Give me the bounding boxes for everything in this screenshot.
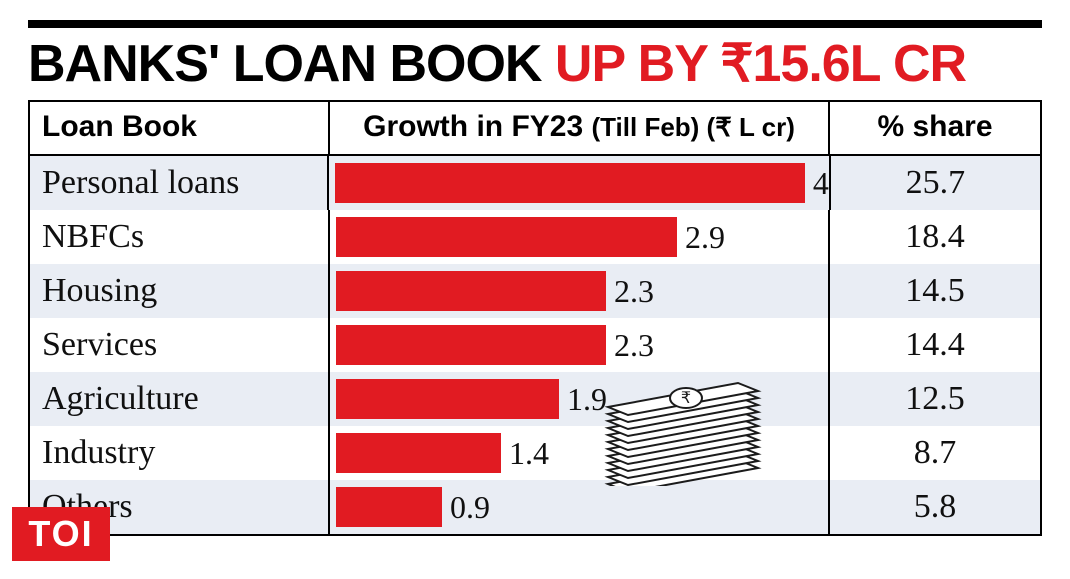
bar-value: 1.9 bbox=[567, 379, 607, 419]
header-growth-main: Growth in FY23 bbox=[363, 110, 591, 143]
bar bbox=[335, 163, 805, 203]
header-growth: Growth in FY23 (Till Feb) (₹ L cr) bbox=[330, 102, 830, 154]
table-row: Housing 2.3 14.5 bbox=[30, 264, 1040, 318]
headline-accent: UP BY ₹15.6L CR bbox=[555, 35, 966, 93]
bar bbox=[336, 271, 606, 311]
row-bar-cell: 2.3 bbox=[330, 318, 830, 372]
bar bbox=[336, 379, 559, 419]
row-label: NBFCs bbox=[30, 210, 330, 264]
bar bbox=[336, 433, 501, 473]
top-rule bbox=[28, 20, 1042, 28]
row-bar-cell: 0.9 bbox=[330, 480, 830, 534]
table-row: NBFCs 2.9 18.4 bbox=[30, 210, 1040, 264]
toi-badge: TOI bbox=[12, 507, 110, 561]
bar-value: 0.9 bbox=[450, 487, 490, 527]
table-row: Others0.95.8 bbox=[30, 480, 1040, 534]
row-share: 14.5 bbox=[830, 264, 1040, 318]
table-row: Services 2.3 14.4 bbox=[30, 318, 1040, 372]
infographic-card: BANKS' LOAN BOOK UP BY ₹15.6L CR Loan Bo… bbox=[0, 0, 1070, 579]
row-share: 5.8 bbox=[830, 480, 1040, 534]
headline-lead: BANKS' LOAN BOOK bbox=[28, 35, 555, 93]
row-label: Personal loans bbox=[30, 156, 329, 210]
loan-book-table: Loan Book Growth in FY23 (Till Feb) (₹ L… bbox=[28, 100, 1042, 536]
table-row: Personal loans 425.7 bbox=[30, 156, 1040, 210]
row-bar-cell: 2.9 bbox=[330, 210, 830, 264]
table-row: Industry 1.4 8.7 bbox=[30, 426, 1040, 480]
table-body: Personal loans 425.7 NBFCs 2.9 18.4 Housing 2.… bbox=[30, 156, 1040, 534]
bar-value: 1.4 bbox=[509, 433, 549, 473]
header-growth-sub: (Till Feb) (₹ L cr) bbox=[591, 112, 794, 142]
headline: BANKS' LOAN BOOK UP BY ₹15.6L CR bbox=[28, 34, 1042, 100]
bar bbox=[336, 325, 606, 365]
row-bar-cell: 1.9 ₹ bbox=[330, 372, 830, 426]
bar-value: 4 bbox=[813, 163, 829, 203]
svg-text:₹: ₹ bbox=[681, 390, 691, 407]
bar-value: 2.3 bbox=[614, 271, 654, 311]
row-label: Agriculture bbox=[30, 372, 330, 426]
table-header: Loan Book Growth in FY23 (Till Feb) (₹ L… bbox=[30, 102, 1040, 156]
bar bbox=[336, 487, 442, 527]
header-share: % share bbox=[830, 102, 1040, 154]
bar-value: 2.3 bbox=[614, 325, 654, 365]
row-bar-cell: 4 bbox=[329, 156, 831, 210]
header-loan-book: Loan Book bbox=[30, 102, 330, 154]
row-label: Housing bbox=[30, 264, 330, 318]
row-bar-cell: 1.4 bbox=[330, 426, 830, 480]
row-share: 12.5 bbox=[830, 372, 1040, 426]
bar bbox=[336, 217, 677, 257]
row-share: 25.7 bbox=[831, 156, 1040, 210]
row-label: Industry bbox=[30, 426, 330, 480]
row-share: 8.7 bbox=[830, 426, 1040, 480]
row-bar-cell: 2.3 bbox=[330, 264, 830, 318]
table-row: Agriculture 1.9 ₹12.5 bbox=[30, 372, 1040, 426]
row-share: 18.4 bbox=[830, 210, 1040, 264]
bar-value: 2.9 bbox=[685, 217, 725, 257]
row-label: Services bbox=[30, 318, 330, 372]
row-share: 14.4 bbox=[830, 318, 1040, 372]
